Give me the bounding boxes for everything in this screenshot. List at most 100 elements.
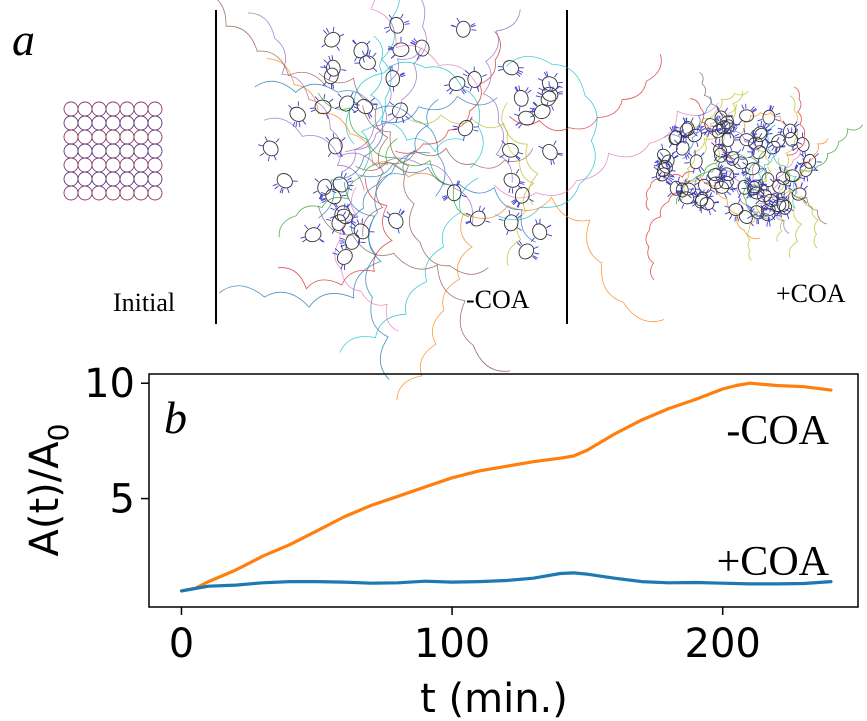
initial-cell: [63, 171, 79, 187]
compact-cell: [775, 166, 795, 190]
dispersed-cell: [325, 133, 346, 158]
cell-trail: [778, 157, 803, 258]
initial-cell: [77, 143, 93, 159]
initial-cell: [63, 143, 79, 159]
dispersed-cell: [349, 218, 375, 244]
cell-trail: [345, 0, 427, 152]
dispersed-cell: [499, 140, 524, 164]
dispersed-cell: [312, 178, 337, 200]
initial-cell: [63, 185, 79, 201]
dispersed-cell: [383, 208, 405, 234]
cell-trail: [758, 150, 801, 205]
initial-cell: [105, 101, 121, 117]
compact-cell: [755, 167, 780, 192]
dispersed-cell: [444, 76, 470, 95]
cell-trail: [318, 72, 389, 237]
dispersed-cell: [497, 60, 524, 78]
initial-cell: [105, 129, 121, 145]
x-tick-label: 100: [414, 621, 490, 667]
compact-cell: [699, 192, 720, 216]
minus-coa-colony-illustration: [217, 0, 719, 401]
dispersed-cell: [410, 38, 430, 61]
dispersed-cell: [538, 140, 563, 166]
dispersed-cell: [354, 49, 378, 72]
dispersed-cell: [258, 136, 280, 162]
cell-trail: [350, 98, 439, 234]
initial-cell: [91, 171, 107, 187]
cell-trail: [278, 138, 398, 238]
x-tick-label: 0: [169, 621, 194, 667]
compact-cell: [751, 123, 773, 144]
compact-cell: [693, 189, 709, 214]
compact-cell: [690, 189, 714, 212]
initial-cell: [63, 115, 79, 131]
dispersed-cell: [322, 63, 339, 89]
compact-cell: [771, 192, 794, 216]
cell-trail: [719, 166, 771, 220]
cell-trail: [679, 121, 735, 203]
initial-cell: [63, 129, 79, 145]
compact-cell: [790, 132, 810, 157]
initial-cell: [63, 101, 79, 117]
series-layer: [179, 381, 833, 593]
compact-cell: [728, 151, 751, 175]
series-label-minus-coa: -COA: [726, 408, 829, 454]
compact-cell: [764, 136, 786, 159]
initial-cell-grid: [63, 101, 163, 201]
compact-cell: [734, 127, 758, 151]
cell-trail: [482, 9, 521, 183]
cell-trail: [494, 102, 719, 199]
initial-cell: [119, 143, 135, 159]
cell-trail: [360, 0, 400, 172]
initial-cell: [133, 157, 149, 173]
dispersed-cell: [334, 203, 358, 226]
cell-trail: [715, 90, 743, 180]
dispersed-cell: [537, 71, 563, 92]
cell-trail: [365, 152, 431, 380]
cell-trail: [218, 182, 382, 308]
compact-cell: [668, 126, 688, 150]
compact-cell: [757, 105, 781, 125]
initial-cell: [147, 171, 163, 187]
dispersed-cell: [288, 101, 307, 128]
cell-trail: [277, 177, 393, 290]
compact-cell: [741, 161, 765, 181]
initial-cell: [119, 129, 135, 145]
dispersed-cell: [272, 173, 298, 194]
initial-cell: [91, 185, 107, 201]
cell-trail: [318, 95, 498, 219]
compact-cell: [671, 136, 693, 160]
cell-trail: [317, 92, 469, 218]
dispersed-cell: [510, 186, 534, 208]
cell-trail: [645, 191, 683, 281]
cell-trail: [395, 31, 501, 154]
dispersed-cell: [310, 94, 334, 119]
compact-cell: [674, 178, 695, 202]
dispersed-cell: [387, 36, 410, 59]
initial-cell: [77, 115, 93, 131]
dispersed-cell: [321, 26, 345, 51]
initial-cell: [77, 171, 93, 187]
initial-cell: [119, 157, 135, 173]
dispersed-cell: [513, 85, 532, 112]
dispersed-cell: [385, 65, 406, 92]
initial-cell: [77, 129, 93, 145]
initial-cell: [63, 157, 79, 173]
y-tick-label: 5: [110, 477, 135, 523]
cell-trail: [217, 0, 328, 88]
compact-cell: [719, 112, 739, 135]
dispersed-cell: [387, 101, 410, 123]
cell-trail: [501, 102, 535, 266]
series-label-plus-coa: +COA: [717, 539, 830, 585]
compact-cell: [782, 164, 805, 188]
compact-cell: [788, 182, 809, 204]
panel-a-letter: a: [12, 14, 35, 65]
dispersed-cell: [516, 240, 540, 260]
cell-trail: [362, 105, 489, 275]
compact-cell: [674, 117, 699, 142]
x-axis-label: t (min.): [420, 676, 568, 721]
cell-trail: [263, 117, 474, 226]
compact-cell: [738, 103, 758, 125]
initial-cell: [91, 129, 107, 145]
cell-trail: [694, 153, 766, 186]
